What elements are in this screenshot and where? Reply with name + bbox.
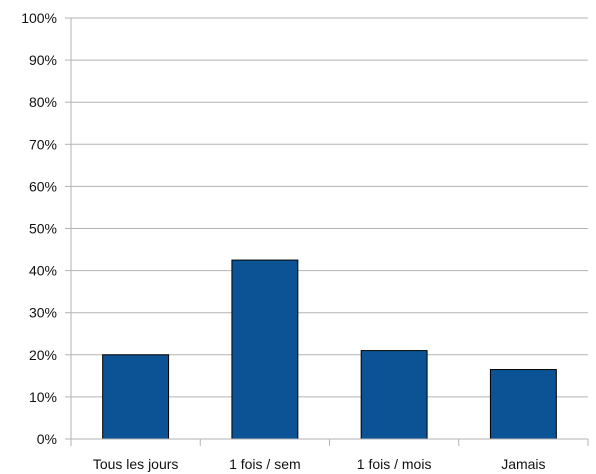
bars: [102, 259, 557, 440]
y-tick-label: 90%: [29, 52, 57, 68]
y-tick-label: 80%: [29, 94, 57, 110]
bar-1: [231, 259, 299, 440]
y-tick-label: 0%: [37, 431, 57, 447]
x-tick-label: Tous les jours: [93, 456, 179, 472]
y-tick-label: 60%: [29, 178, 57, 194]
x-axis-ticks: Tous les jours 1 fois / sem 1 fois / mois J…: [70, 439, 589, 472]
bar-2: [360, 350, 428, 440]
y-tick-label: 10%: [29, 389, 57, 405]
y-tick-label: 100%: [21, 10, 57, 26]
y-tick-label: 40%: [29, 263, 57, 279]
bar-0: [102, 354, 170, 440]
x-tick-label: Jamais: [501, 456, 545, 472]
y-axis-ticks: 0% 10% 20% 30% 40% 50% 60% 70% 80% 90% 100%: [21, 10, 71, 447]
y-tick-label: 70%: [29, 136, 57, 152]
y-tick-label: 50%: [29, 221, 57, 237]
x-tick-label: 1 fois / mois: [357, 456, 432, 472]
bar-3: [489, 369, 557, 440]
y-tick-label: 30%: [29, 305, 57, 321]
y-tick-label: 20%: [29, 347, 57, 363]
x-tick-label: 1 fois / sem: [229, 456, 301, 472]
